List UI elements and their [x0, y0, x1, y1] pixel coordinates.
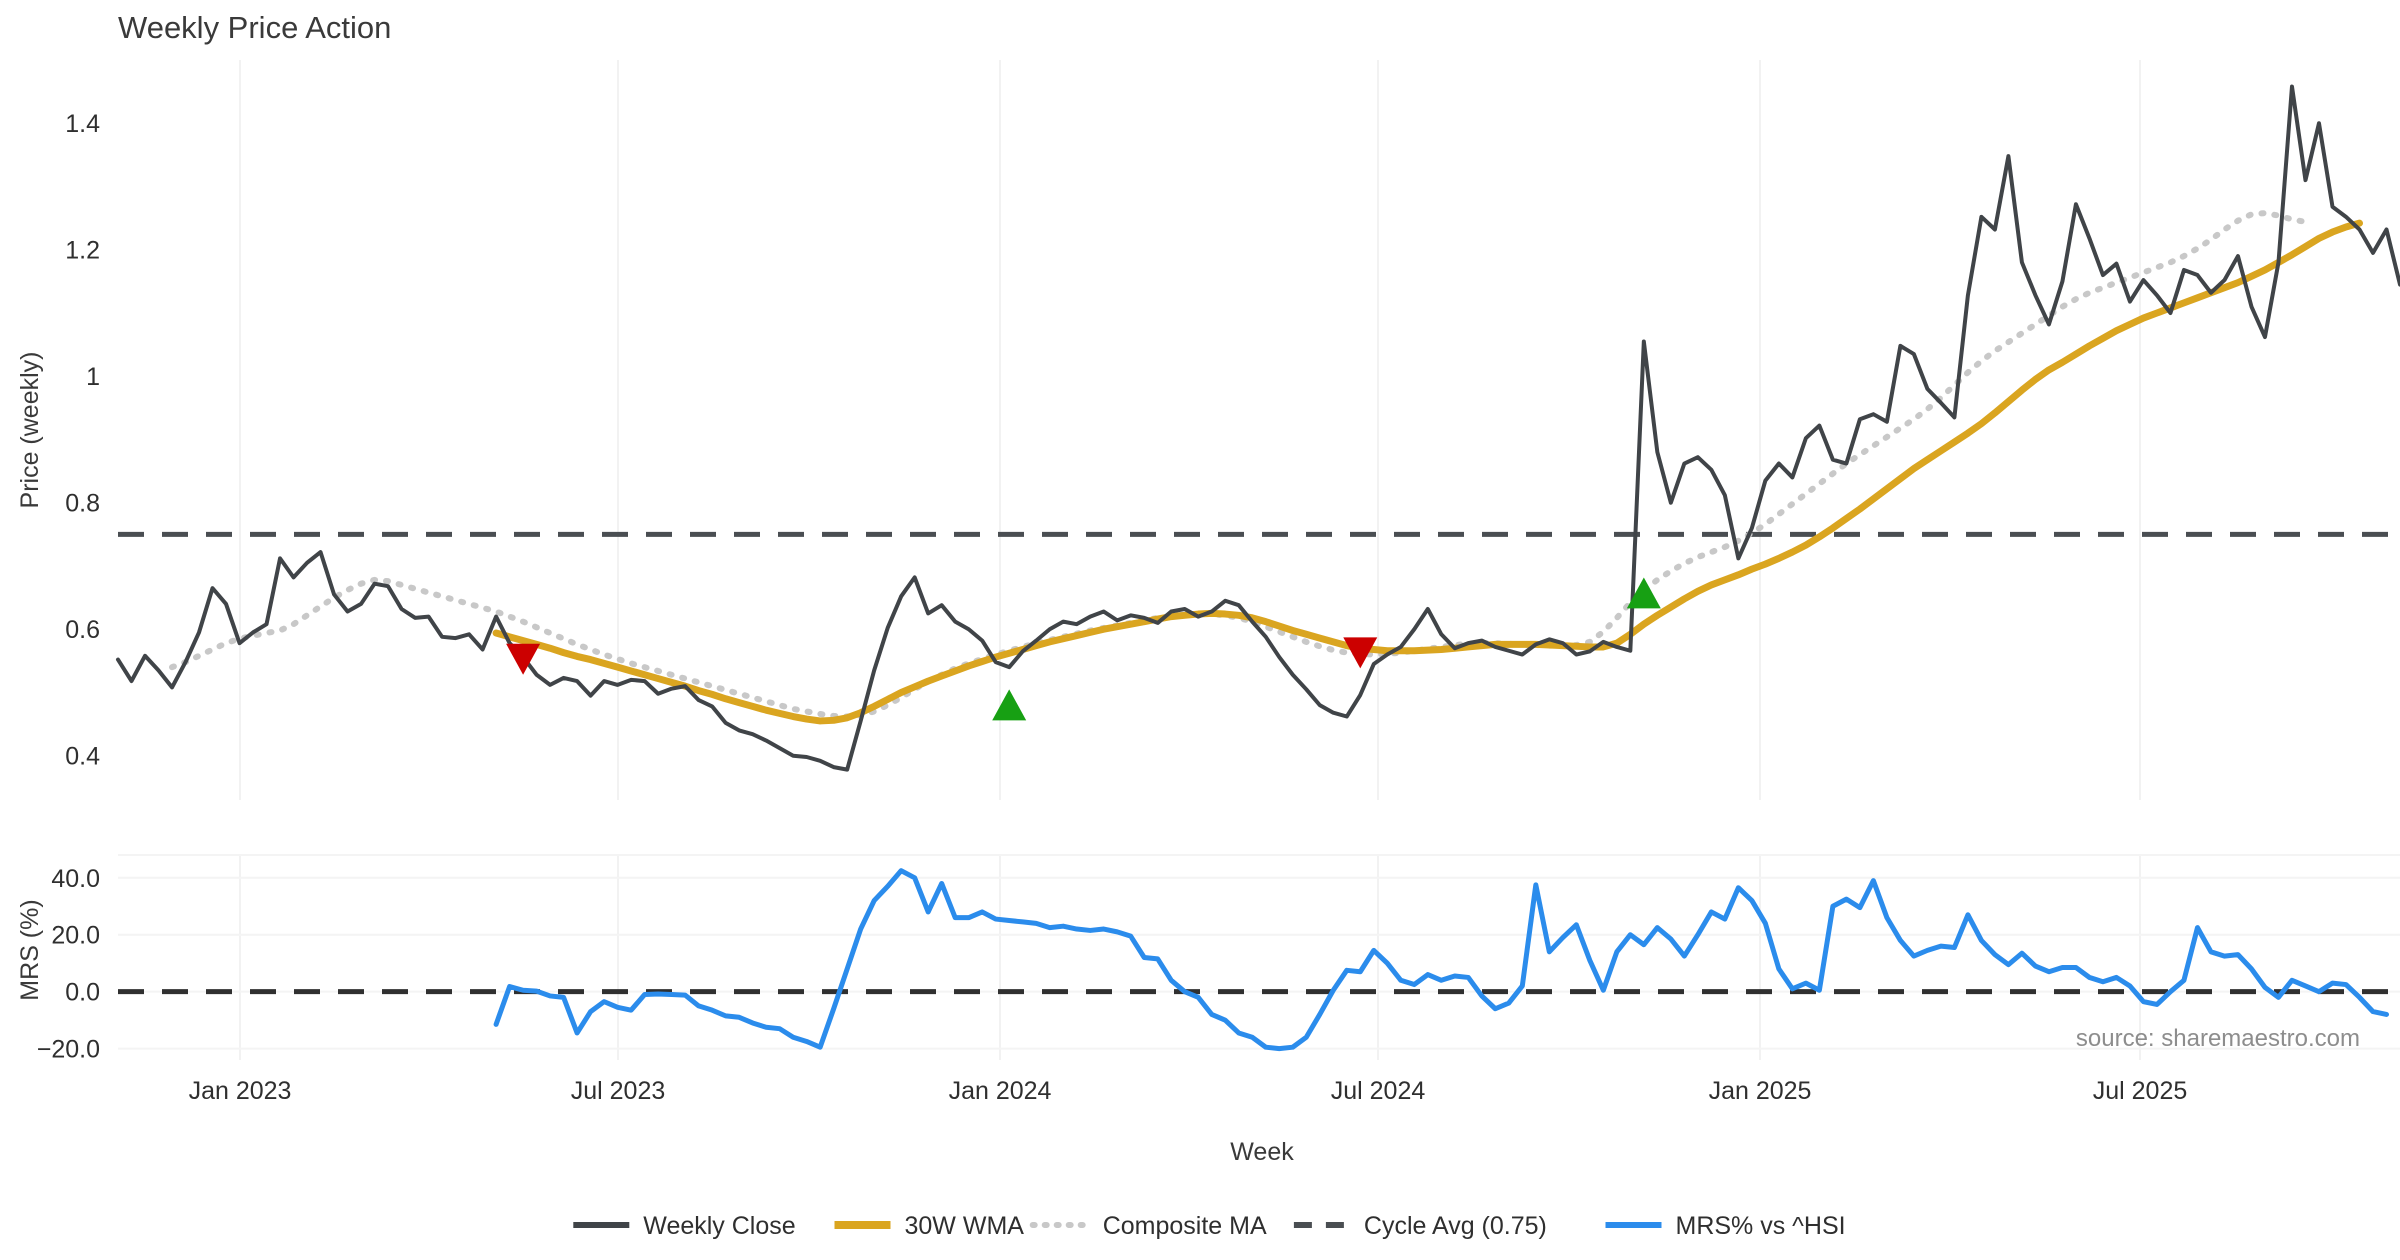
legend-label: 30W WMA: [905, 1212, 1025, 1240]
x-tick-label: Jul 2024: [1331, 1077, 1426, 1105]
price-ytick-label: 0.6: [65, 616, 100, 644]
price-ytick-label: 0.8: [65, 490, 100, 518]
legend-item-mrs-vs-hsi[interactable]: MRS% vs ^HSI: [1605, 1212, 1846, 1240]
chart-legend: Weekly Close 30W WMA Composite MA Cycle Avg…: [573, 1212, 1846, 1240]
page-title: Weekly Price Action: [118, 10, 391, 45]
mrs-ytick-label: 40.0: [51, 865, 100, 893]
mrs-ytick-label: 0.0: [65, 979, 100, 1007]
series-lines: [116, 84, 2400, 1052]
signal-markers: [506, 577, 1661, 721]
buy-signal-marker: [1626, 577, 1661, 609]
series-line-30w-wma: [492, 219, 2363, 725]
legend-item-30w-wma[interactable]: 30W WMA: [834, 1212, 1025, 1240]
x-axis-label: Week: [1230, 1138, 1294, 1166]
legend-label: Cycle Avg (0.75): [1364, 1212, 1547, 1240]
price-panel-gridlines: [239, 60, 2141, 800]
legend-item-weekly-close[interactable]: Weekly Close: [573, 1212, 796, 1240]
series-line-composite-ma: [169, 210, 2309, 720]
price-y-axis-ticks: 0.4 0.6 0.8 1 1.2 1.4: [65, 110, 100, 770]
legend-label: Composite MA: [1103, 1212, 1267, 1240]
legend-label: Weekly Close: [643, 1212, 795, 1240]
buy-signal-marker: [992, 689, 1027, 721]
x-tick-label: Jan 2025: [1709, 1077, 1812, 1105]
mrs-axis-label: MRS (%): [16, 899, 44, 1000]
mrs-y-axis-ticks: −20.0 0.0 20.0 40.0: [37, 865, 100, 1064]
legend-item-cycle-avg-0-75[interactable]: Cycle Avg (0.75): [1293, 1212, 1547, 1240]
price-ytick-label: 1.4: [65, 110, 100, 138]
reference-lines: [118, 531, 2400, 995]
legend-item-composite-ma[interactable]: Composite MA: [1029, 1212, 1267, 1240]
x-tick-label: Jul 2025: [2093, 1077, 2188, 1105]
price-ytick-label: 1.2: [65, 237, 100, 265]
x-axis-ticks: Jan 2023 Jul 2023 Jan 2024 Jul 2024 Jan 2025…: [189, 1077, 2188, 1105]
source-annotation: source: sharemaestro.com: [2076, 1025, 2360, 1052]
price-axis-label: Price (weekly): [16, 352, 44, 509]
sell-signal-marker: [1343, 637, 1378, 669]
mrs-ytick-label: −20.0: [37, 1036, 100, 1064]
x-tick-label: Jan 2024: [949, 1077, 1052, 1105]
series-line-weekly-close: [116, 84, 2400, 772]
x-tick-label: Jul 2023: [571, 1077, 666, 1105]
x-tick-label: Jan 2023: [189, 1077, 292, 1105]
price-ytick-label: 1: [86, 363, 100, 391]
price-ytick-label: 0.4: [65, 743, 100, 771]
sell-signal-marker: [506, 643, 541, 675]
mrs-ytick-label: 20.0: [51, 922, 100, 950]
series-line-mrs-vs-hsi: [493, 868, 2389, 1052]
legend-label: MRS% vs ^HSI: [1676, 1212, 1846, 1240]
